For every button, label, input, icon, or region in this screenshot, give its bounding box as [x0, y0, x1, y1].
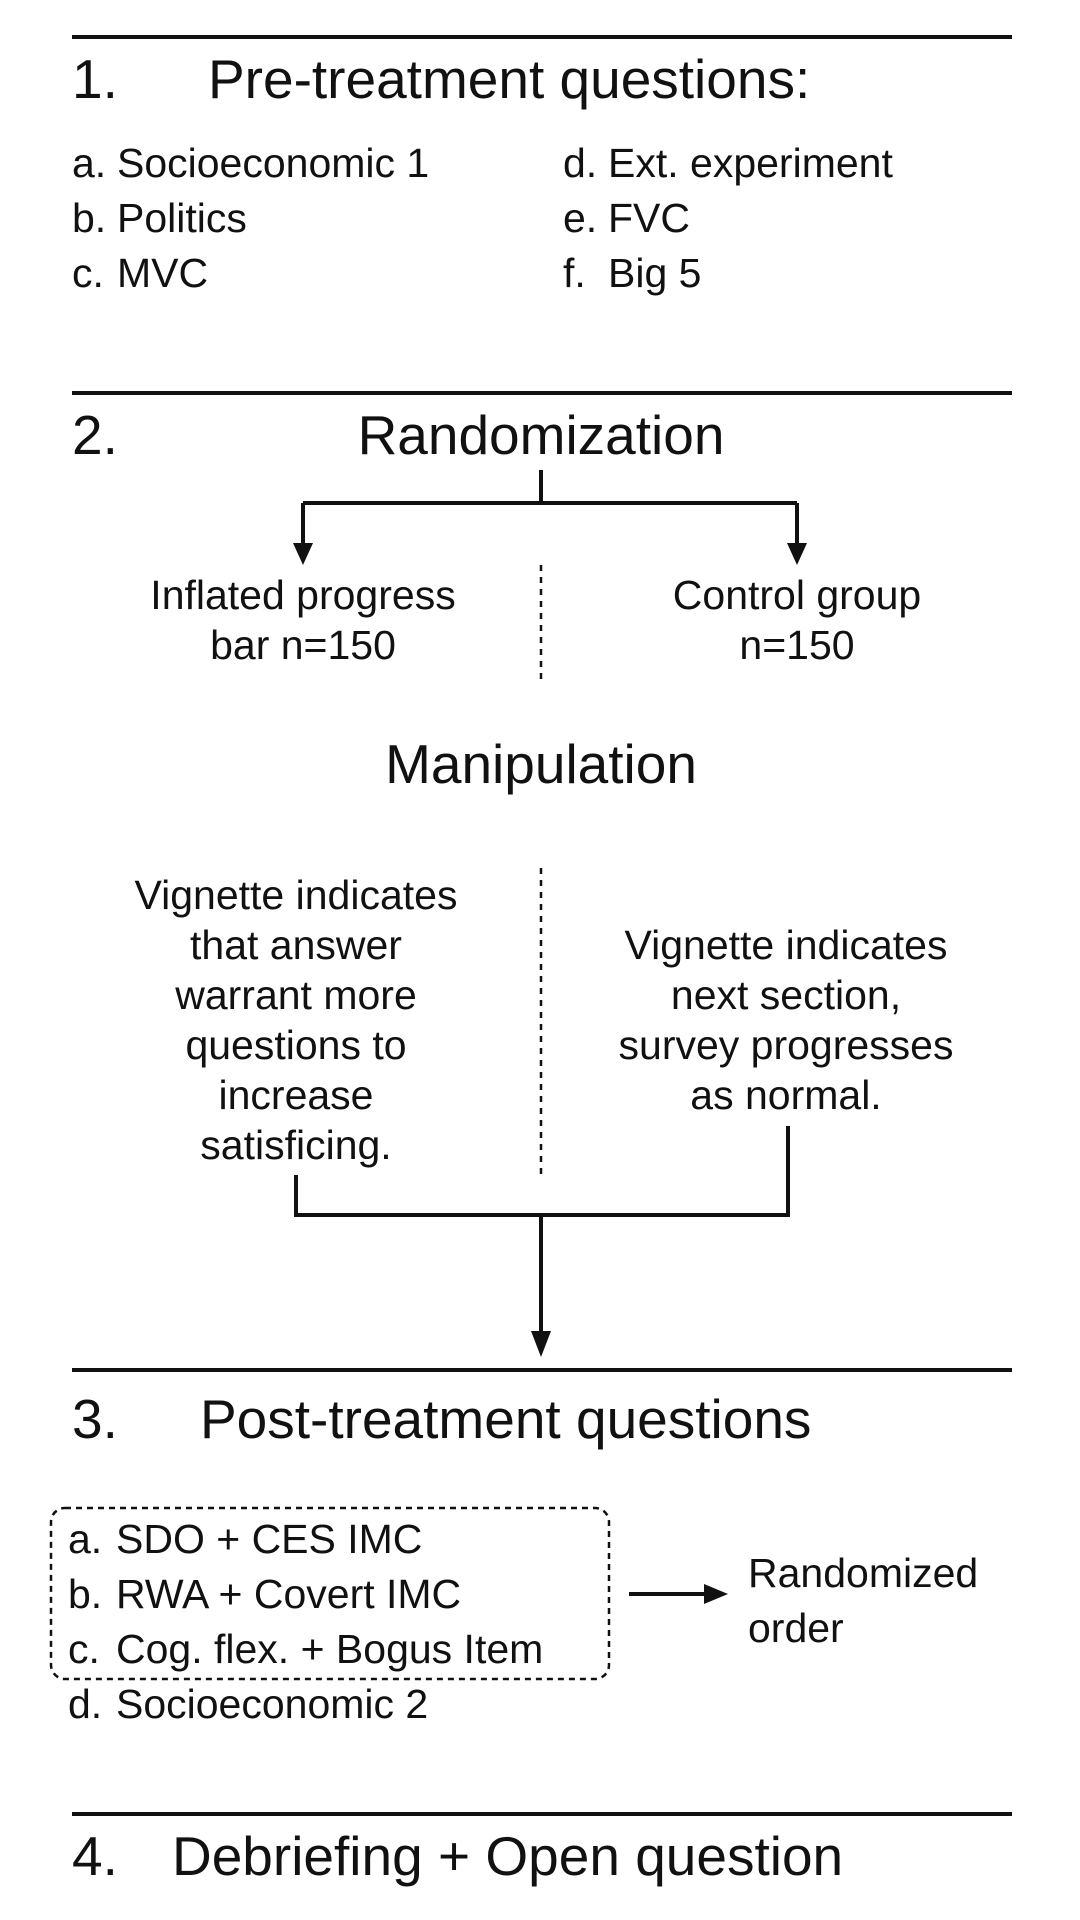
- post-item-d-text: Socioeconomic 2: [116, 1681, 429, 1727]
- treatment-vignette-line-6: satisficing.: [200, 1122, 392, 1168]
- pre-item-f-text: Big 5: [608, 250, 702, 296]
- pre-item-b-letter: b.: [72, 195, 107, 241]
- arrowhead-treatment: [293, 543, 313, 565]
- control-vignette-line-2: next section,: [670, 972, 902, 1018]
- pre-item-a-text: Socioeconomic 1: [117, 140, 430, 186]
- treatment-vignette-line-1: Vignette indicates: [134, 872, 458, 918]
- randomized-order-line-1: Randomized: [748, 1550, 979, 1596]
- post-item-d: d. Socioeconomic 2: [68, 1684, 428, 1725]
- post-item-b-text: RWA + Covert IMC: [116, 1571, 462, 1617]
- randomized-items-box: [49, 1506, 611, 1681]
- pre-item-e-letter: e.: [563, 195, 598, 241]
- pre-item-b-text: Politics: [117, 195, 247, 241]
- post-item-d-letter: d.: [68, 1681, 103, 1727]
- control-group-line-1: Control group: [672, 572, 922, 618]
- control-vignette-line-4: as normal.: [690, 1072, 882, 1118]
- pre-item-c: c. MVC: [72, 253, 208, 294]
- post-item-c-letter: c.: [68, 1626, 100, 1672]
- section-1-title: Pre-treatment questions:: [208, 48, 811, 110]
- post-item-b-letter: b.: [68, 1571, 103, 1617]
- treatment-group-line-1: Inflated progress: [150, 572, 456, 618]
- randomized-order-line-2: order: [748, 1605, 844, 1651]
- section-4-rule: [72, 1812, 1012, 1816]
- post-item-c-text: Cog. flex. + Bogus Item: [116, 1626, 544, 1672]
- section-2-rule: [72, 391, 1012, 395]
- post-item-a: a. SDO + CES IMC: [68, 1519, 422, 1560]
- arrowhead-control: [787, 543, 807, 565]
- pre-item-f-letter: f.: [563, 250, 586, 296]
- pre-item-a: a. Socioeconomic 1: [72, 143, 429, 184]
- treatment-group-label: Inflated progress bar n=150: [63, 570, 543, 670]
- control-vignette-line-3: survey progresses: [618, 1022, 954, 1068]
- section-1-number: 1.: [72, 48, 118, 110]
- pre-item-b: b. Politics: [72, 198, 247, 239]
- pre-item-d-text: Ext. experiment: [608, 140, 893, 186]
- section-3-number: 3.: [72, 1388, 118, 1450]
- control-vignette-line-1: Vignette indicates: [624, 922, 948, 968]
- post-item-b: b. RWA + Covert IMC: [68, 1574, 461, 1615]
- pre-item-d: d. Ext. experiment: [563, 143, 893, 184]
- treatment-vignette-line-4: questions to: [185, 1022, 407, 1068]
- control-group-label: Control group n=150: [557, 570, 1037, 670]
- pre-item-c-text: MVC: [117, 250, 209, 296]
- treatment-vignette-line-3: warrant more: [175, 972, 417, 1018]
- randomization-split-arrows: [301, 470, 799, 546]
- pre-item-c-letter: c.: [72, 250, 104, 296]
- pre-item-e: e. FVC: [563, 198, 690, 239]
- section-3-title: Post-treatment questions: [200, 1388, 812, 1450]
- treatment-vignette: Vignette indicates that answer warrant m…: [56, 870, 536, 1170]
- pre-item-d-letter: d.: [563, 140, 598, 186]
- pre-item-a-letter: a.: [72, 140, 107, 186]
- control-group-line-2: n=150: [739, 622, 855, 668]
- section-4-number: 4.: [72, 1825, 118, 1887]
- randomized-order-note: Randomized order: [748, 1546, 978, 1656]
- treatment-group-line-2: bar n=150: [210, 622, 396, 668]
- manipulation-title: Manipulation: [385, 733, 697, 795]
- post-item-c: c. Cog. flex. + Bogus Item: [68, 1629, 543, 1670]
- pre-item-e-text: FVC: [608, 195, 690, 241]
- control-vignette: Vignette indicates next section, survey …: [546, 920, 1026, 1120]
- merge-arrowhead: [531, 1331, 551, 1357]
- randomized-order-arrowhead: [704, 1584, 728, 1604]
- merge-connector: [294, 1126, 790, 1335]
- treatment-vignette-line-2: that answer: [190, 922, 402, 968]
- section-3-rule: [72, 1368, 1012, 1372]
- post-item-a-letter: a.: [68, 1516, 103, 1562]
- pre-item-f: f. Big 5: [563, 253, 701, 294]
- section-1-rule: [72, 35, 1012, 39]
- treatment-vignette-line-5: increase: [218, 1072, 374, 1118]
- section-4-title: Debriefing + Open question: [172, 1825, 844, 1887]
- section-2-title: Randomization: [357, 404, 725, 466]
- post-item-a-text: SDO + CES IMC: [116, 1516, 423, 1562]
- section-2-number: 2.: [72, 404, 118, 466]
